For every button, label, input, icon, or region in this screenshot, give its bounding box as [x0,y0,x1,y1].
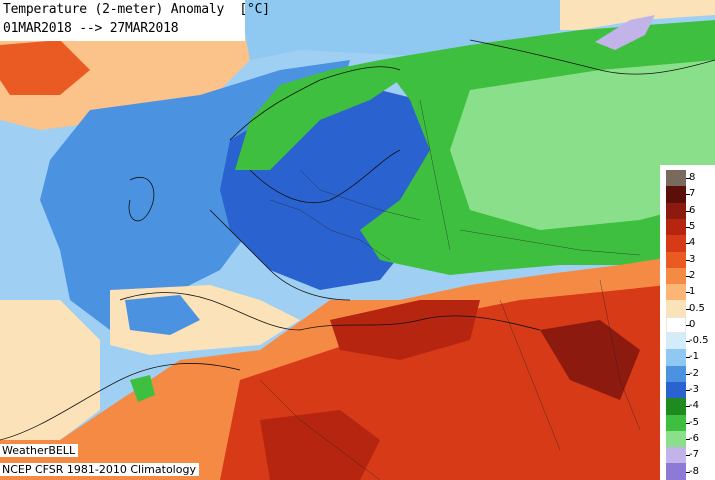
warm-region-arctic-corner [560,0,715,30]
colorbar-label: -2 [689,367,699,379]
colorbar-label: -8 [689,465,699,477]
country-borders [259,99,641,480]
colorbar-swatch [666,202,686,220]
colorbar-label: 0.5 [689,302,705,314]
map-title: Temperature (2-meter) Anomaly [°C] [3,2,270,17]
colorbar-swatch [666,170,686,187]
colorbar-label: 0 [689,318,696,330]
colorbar-tick [686,178,690,180]
colorbar-swatch [666,349,686,367]
colorbar-swatch [666,300,686,318]
colorbar-tick [686,422,690,424]
colorbar-label: -1 [689,351,699,363]
colorbar-swatch [666,381,686,399]
colorbar-swatch [666,430,686,448]
cold-extreme-barents [595,15,655,50]
hot-core-iran [540,320,640,400]
colorbar-label: -4 [689,400,699,412]
climatology-source: NCEP CFSR 1981-2010 Climatology [0,463,199,476]
colorbar-label: 2 [689,269,696,281]
colorbar-label: 1 [689,286,696,298]
colorbar-swatch [666,235,686,252]
light-green-region-russia [450,60,715,230]
colorbar-tick [686,324,690,326]
colorbar-tick [686,341,690,343]
colorbar-label: -0.5 [689,335,709,347]
colorbar-label: -5 [689,416,699,428]
green-region-scandinavia [235,60,400,170]
colorbar-tick [686,455,690,457]
colorbar-label: 5 [689,221,696,233]
colorbar-tick [686,227,690,229]
colorbar-label: -7 [689,449,699,461]
colorbar-label: -6 [689,432,699,444]
colorbar-swatch [666,447,686,464]
colorbar-swatch [666,365,686,383]
colorbar-swatch [666,218,686,236]
colorbar-swatch [666,267,686,285]
colorbar-swatch [666,284,686,301]
green-spot-morocco [130,375,155,402]
colorbar-swatch [666,463,686,480]
colorbar-label: 7 [689,188,696,200]
hot-region-eastern-med [330,300,480,360]
colorbar-tick [686,438,690,440]
colorbar-tick [686,292,690,294]
hot-region-sahara [260,410,380,480]
colorbar-tick [686,275,690,277]
colorbar-label: 4 [689,237,696,249]
colorbar-swatch [666,316,686,334]
colorbar-swatch [666,414,686,432]
colorbar-tick [686,243,690,245]
colorbar-label: -3 [689,384,699,396]
colorbar-swatch [666,251,686,269]
colorbar-label: 8 [689,172,696,184]
colorbar-tick [686,210,690,212]
colorbar-tick [686,373,690,375]
colorbar-tick [686,194,690,196]
brand-label: WeatherBELL [0,444,79,457]
coastlines [0,39,715,441]
colorbar-tick [686,259,690,261]
colorbar-tick [686,357,690,359]
colorbar [666,170,690,480]
colorbar-label: 3 [689,253,696,265]
date-range: 01MAR2018 --> 27MAR2018 [3,21,179,36]
colorbar-legend: 8 7 6 5 4 3 2 1 0.5 0 -0.5 -1 -2 -3 -4 -5 -6 -7 -8 [660,165,715,480]
cold-region-iberia [125,295,200,335]
colorbar-tick [686,308,690,310]
colorbar-swatch [666,333,686,350]
colorbar-tick [686,390,690,392]
colorbar-tick [686,406,690,408]
warm-core-north-atlantic [0,40,90,95]
header-panel: Temperature (2-meter) Anomaly [°C] 01MAR… [0,0,270,41]
colorbar-swatch [666,398,686,415]
colorbar-swatch [666,186,686,204]
colorbar-label: 6 [689,204,696,216]
colorbar-tick [686,471,690,473]
